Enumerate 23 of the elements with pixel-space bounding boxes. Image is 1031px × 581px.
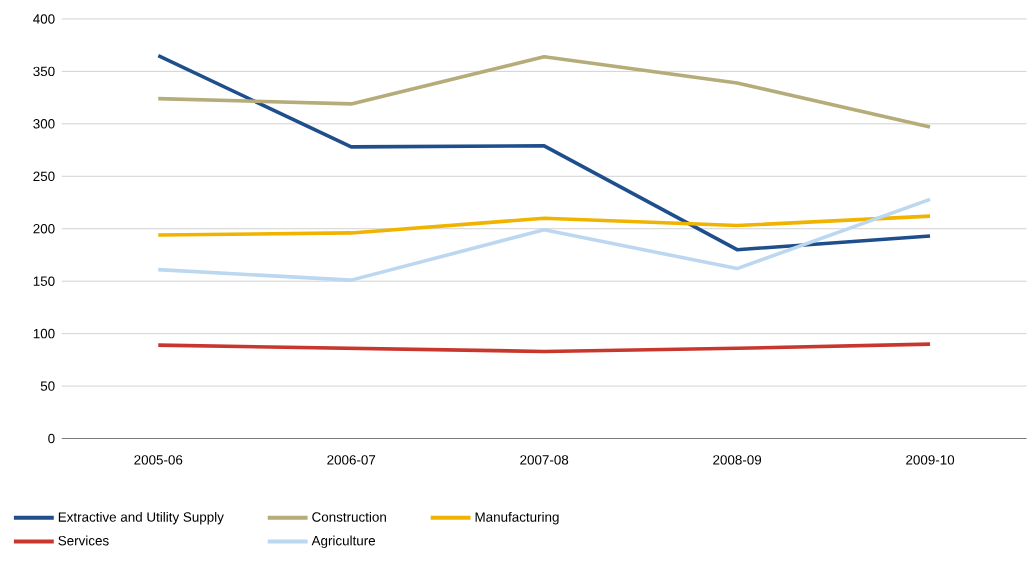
x-tick-label: 2009-10 [906,455,955,465]
legend-label: Extractive and Utility Supply [58,511,224,525]
y-tick-label: 300 [33,119,55,129]
legend-label: Services [58,535,109,546]
y-tick-label: 100 [33,328,55,339]
line-series [156,53,932,252]
x-tick-label: 2007-08 [520,455,569,465]
legend-label: Construction [312,511,386,522]
legend-label: Manufacturing [475,511,559,525]
y-tick-label: 0 [48,433,55,444]
x-tick-label: 2006-07 [327,455,376,465]
y-tick-label: 250 [33,171,55,181]
x-tick-label: 2005-06 [134,455,183,465]
y-tick-label: 150 [33,276,55,286]
y-tick-label: 200 [33,223,55,234]
y-tick-label: 400 [33,14,55,24]
y-tick-label: 350 [33,66,55,77]
legend-label: Agriculture [311,535,376,549]
y-tick-label: 50 [40,381,55,391]
x-tick-label: 2008-09 [713,455,762,465]
line-series [156,197,932,282]
line-series [156,214,932,237]
line-series [156,54,932,129]
